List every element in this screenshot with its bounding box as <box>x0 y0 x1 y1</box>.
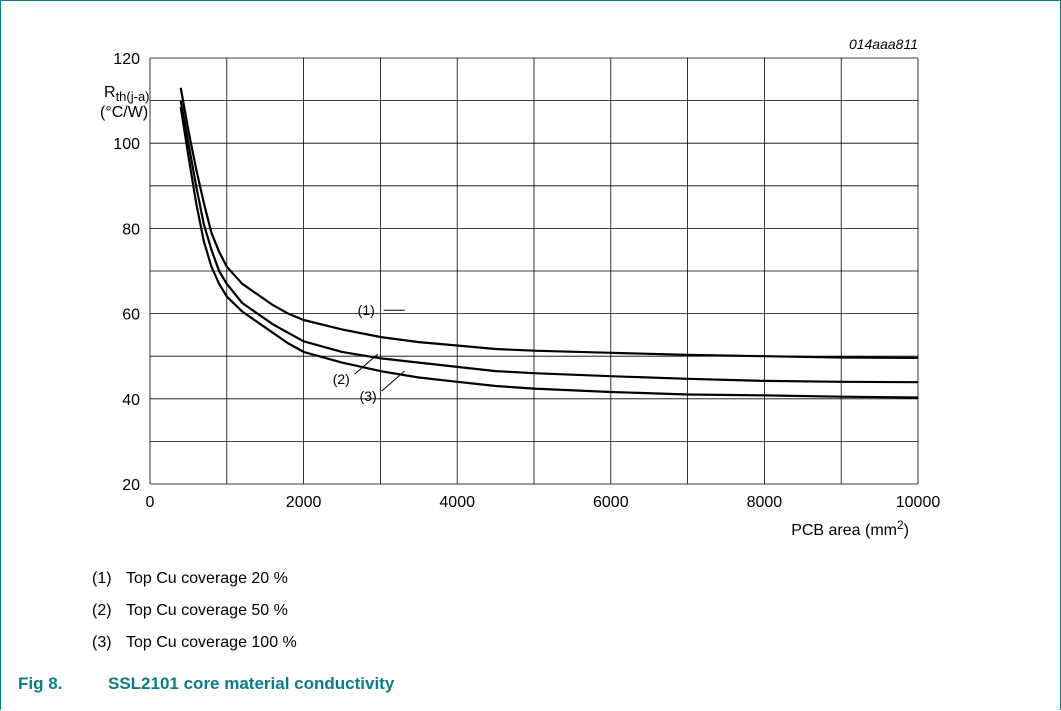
y-axis-label-main: R <box>104 84 116 101</box>
legend-marker: (2) <box>92 602 112 619</box>
x-tick-label: 2000 <box>286 494 322 511</box>
legend-item-3: (3) Top Cu coverage 100 % <box>92 632 297 664</box>
caption-title: SSL2101 core material conductivity <box>108 674 395 693</box>
y-axis-unit: (°C/W) <box>100 104 148 121</box>
y-tick-label: 80 <box>122 221 140 238</box>
caption-number: Fig 8. <box>18 674 63 693</box>
legend-text: Top Cu coverage 50 % <box>126 602 288 619</box>
series-layer <box>179 87 919 399</box>
legend-item-1: (1) Top Cu coverage 20 % <box>92 568 297 600</box>
legend-marker: (1) <box>92 570 112 587</box>
x-tick-label: 0 <box>146 494 155 511</box>
tick-label-layer: 0 2000 4000 6000 8000 10000 20 40 60 80 100 120 <box>113 51 940 511</box>
curve-label-3: (3) <box>360 388 377 404</box>
x-tick-label: 8000 <box>747 494 783 511</box>
y-axis-label: Rth(j-a) <box>104 84 150 104</box>
legend-item-2: (2) Top Cu coverage 50 % <box>92 600 297 632</box>
y-tick-label: 40 <box>122 392 140 409</box>
y-axis-label-sub: th(j-a) <box>116 89 150 104</box>
series-line-3 <box>179 106 919 399</box>
legend-marker: (3) <box>92 634 112 651</box>
line-chart: 0 2000 4000 6000 8000 10000 20 40 60 80 100 120 (1)… <box>100 36 940 539</box>
y-tick-label: 60 <box>122 307 140 324</box>
series-line-2 <box>179 100 919 384</box>
curve-label-1: (1) <box>358 302 375 318</box>
figure-id-label: 014aaa811 <box>849 36 918 52</box>
x-tick-label: 6000 <box>593 494 629 511</box>
y-tick-label: 100 <box>113 136 140 153</box>
legend-text: Top Cu coverage 100 % <box>126 634 297 651</box>
x-axis-label-sup: 2 <box>897 518 904 532</box>
x-axis-label-tail: ) <box>904 522 909 539</box>
annotation-layer: (1) (2) (3) <box>333 302 405 404</box>
curve-leader-3 <box>381 370 405 392</box>
curve-label-2: (2) <box>333 371 350 387</box>
x-tick-label: 4000 <box>439 494 475 511</box>
figure-caption: Fig 8. SSL2101 core material conductivity <box>18 674 394 694</box>
legend-text: Top Cu coverage 20 % <box>126 570 288 587</box>
series-line-1 <box>179 87 919 359</box>
grid-layer <box>149 57 919 485</box>
y-tick-label: 20 <box>122 477 140 494</box>
y-tick-label: 120 <box>113 51 140 68</box>
x-axis-label: PCB area (mm2) <box>791 518 909 539</box>
x-tick-label: 10000 <box>896 494 941 511</box>
x-axis-label-main: PCB area (mm <box>791 522 897 539</box>
curve-leader-2 <box>354 353 379 375</box>
legend: (1) Top Cu coverage 20 % (2) Top Cu covera… <box>92 568 297 664</box>
